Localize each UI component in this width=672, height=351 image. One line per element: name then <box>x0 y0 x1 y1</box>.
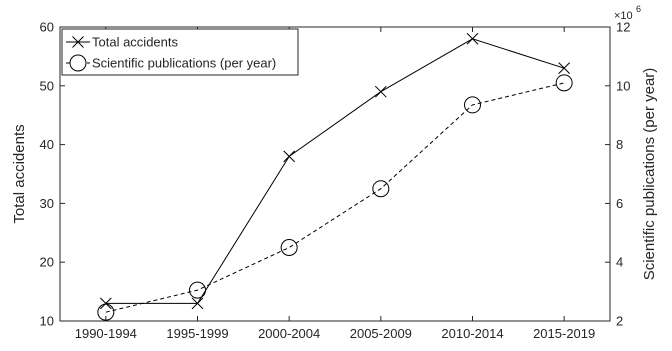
series-1-point <box>99 297 112 310</box>
y-right-axis-label: Scientific publications (per year) <box>641 68 658 281</box>
series-1-point <box>283 150 296 163</box>
x-tick-label: 2000-2004 <box>258 326 320 341</box>
y-left-tick-label: 20 <box>40 255 54 270</box>
x-marker-stroke <box>466 32 479 45</box>
axes-layer: 1990-1994 1995-1999 2000-2004 2005-2009 2010… <box>11 4 658 341</box>
series-2-point <box>280 239 298 256</box>
x-marker-stroke <box>191 297 204 310</box>
x-tick-label: 2005-2009 <box>350 326 412 341</box>
series-1-point <box>466 32 479 45</box>
legend-item-2: Scientific publications (per year) <box>66 54 276 72</box>
y-right-tick-label: 12 <box>616 20 630 35</box>
circle-marker <box>464 96 481 114</box>
x-marker-stroke <box>283 150 296 163</box>
series-line-2 <box>105 82 565 313</box>
x-marker-stroke <box>99 297 112 310</box>
y-left-tick-label: 60 <box>40 20 54 35</box>
x-tick-label: 2010-2014 <box>441 326 503 341</box>
legend-x-marker <box>72 36 84 48</box>
x-marker-stroke <box>374 85 387 98</box>
circle-marker <box>97 303 115 321</box>
series-line-1 <box>105 38 565 304</box>
series-2-point <box>372 180 390 198</box>
series-layer <box>97 32 573 321</box>
series-2-point <box>97 303 115 321</box>
y-left-tick-label: 30 <box>40 196 54 211</box>
y-right-tick-label: 10 <box>616 78 630 93</box>
y-left-tick-label: 50 <box>40 78 54 93</box>
legend-label: Scientific publications (per year) <box>92 56 276 71</box>
legend-label: Total accidents <box>92 35 178 50</box>
right-axis-multiplier: ×10 <box>614 10 633 22</box>
legend: Total accidents Scientific publications (… <box>61 28 299 76</box>
y-left-axis-label: Total accidents <box>11 124 28 223</box>
circle-marker <box>280 239 298 256</box>
right-axis-multiplier-exponent: 6 <box>636 4 641 14</box>
legend-circle-marker <box>69 54 87 72</box>
y-right-tick-label: 8 <box>616 137 623 152</box>
y-right-tick-label: 4 <box>616 255 623 270</box>
x-marker-stroke <box>558 62 571 75</box>
series-1-point <box>374 85 387 98</box>
series-2-point <box>189 281 206 299</box>
circle-marker <box>189 281 206 299</box>
circle-marker <box>372 180 390 198</box>
legend-box <box>61 28 299 76</box>
series-2-point <box>464 96 481 114</box>
x-tick-label: 1995-1999 <box>166 326 228 341</box>
y-left-tick-label: 40 <box>40 137 54 152</box>
y-left-tick-label: 10 <box>40 314 54 329</box>
legend-item-1: Total accidents <box>66 35 178 50</box>
circle-marker <box>555 74 573 92</box>
y-right-tick-label: 2 <box>616 314 623 329</box>
series-1-point <box>558 62 571 75</box>
y-right-tick-label: 6 <box>616 196 623 211</box>
x-tick-label: 2015-2019 <box>533 326 595 341</box>
series-2-point <box>555 74 573 92</box>
x-tick-label: 1990-1994 <box>75 326 137 341</box>
series-1-point <box>191 297 204 310</box>
plot-frame <box>59 26 611 322</box>
